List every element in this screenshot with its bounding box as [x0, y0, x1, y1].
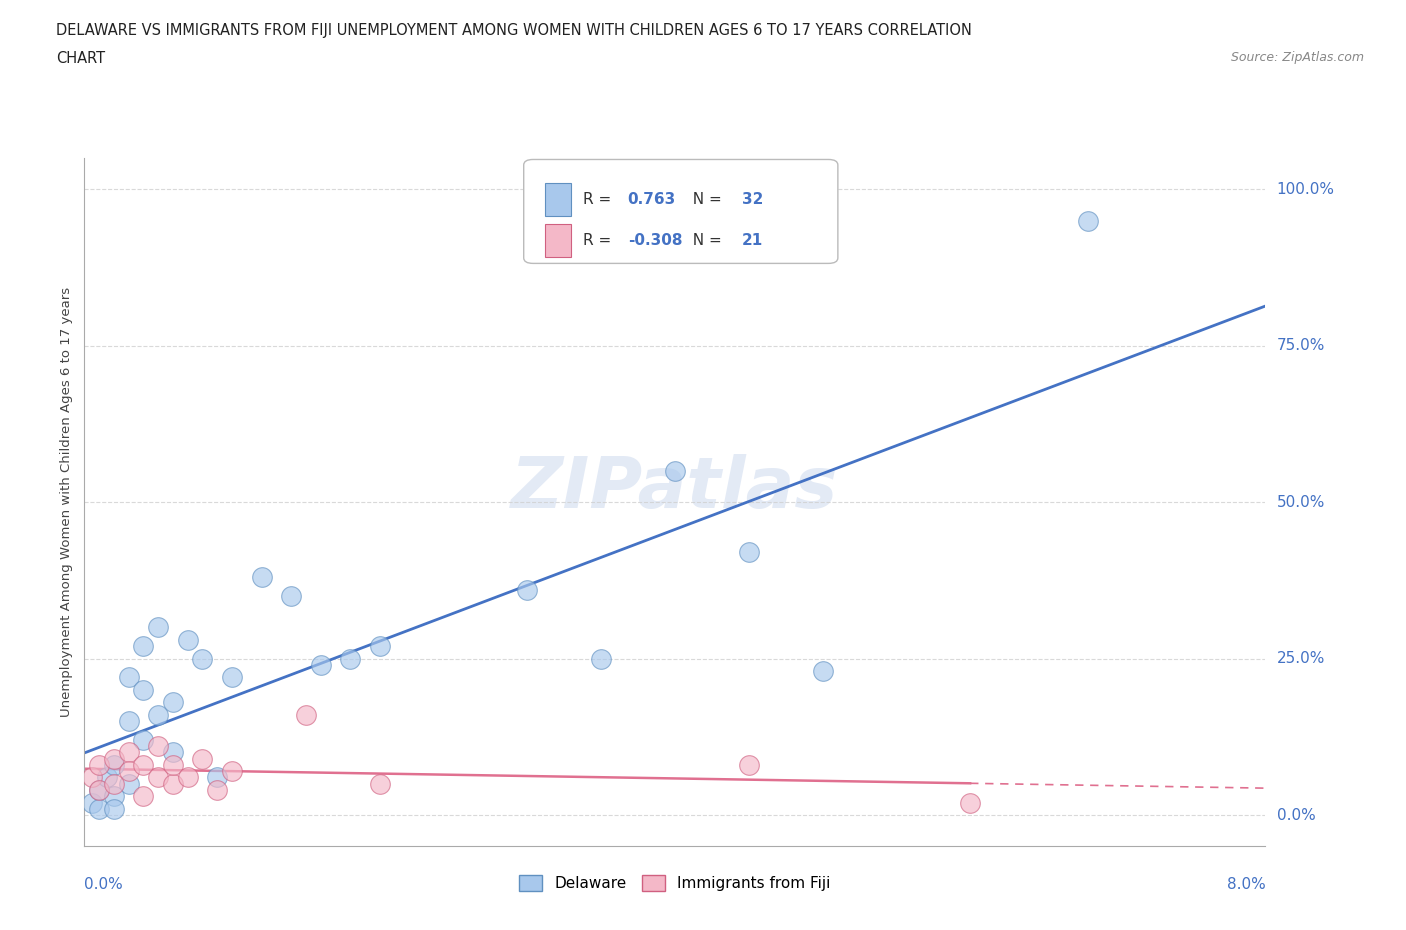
- Text: 8.0%: 8.0%: [1226, 877, 1265, 892]
- Point: [591, 651, 613, 666]
- Point: [118, 764, 141, 778]
- Text: 0.0%: 0.0%: [84, 877, 124, 892]
- Point: [516, 582, 538, 597]
- Text: Source: ZipAtlas.com: Source: ZipAtlas.com: [1230, 51, 1364, 64]
- Point: [1077, 213, 1099, 228]
- Point: [132, 733, 155, 748]
- Point: [132, 683, 155, 698]
- Point: [80, 795, 103, 810]
- Text: N =: N =: [683, 192, 727, 206]
- Text: 0.763: 0.763: [627, 192, 676, 206]
- Y-axis label: Unemployment Among Women with Children Ages 6 to 17 years: Unemployment Among Women with Children A…: [60, 287, 73, 717]
- Point: [205, 782, 228, 797]
- Text: 50.0%: 50.0%: [1277, 495, 1324, 510]
- Legend: Delaware, Immigrants from Fiji: Delaware, Immigrants from Fiji: [513, 869, 837, 897]
- Text: 25.0%: 25.0%: [1277, 651, 1324, 666]
- Point: [664, 463, 686, 478]
- Text: 100.0%: 100.0%: [1277, 182, 1334, 197]
- Point: [118, 745, 141, 760]
- Point: [280, 589, 302, 604]
- Point: [339, 651, 361, 666]
- Point: [221, 670, 243, 684]
- Text: 75.0%: 75.0%: [1277, 339, 1324, 353]
- Point: [87, 758, 111, 773]
- Point: [103, 777, 125, 791]
- Text: R =: R =: [582, 233, 616, 248]
- Point: [368, 777, 391, 791]
- Point: [87, 782, 111, 797]
- Text: 32: 32: [742, 192, 763, 206]
- FancyBboxPatch shape: [546, 183, 571, 216]
- Text: DELAWARE VS IMMIGRANTS FROM FIJI UNEMPLOYMENT AMONG WOMEN WITH CHILDREN AGES 6 T: DELAWARE VS IMMIGRANTS FROM FIJI UNEMPLO…: [56, 23, 972, 38]
- Point: [118, 670, 141, 684]
- Point: [132, 639, 155, 654]
- Point: [250, 570, 273, 585]
- Point: [959, 795, 981, 810]
- Point: [177, 632, 200, 647]
- Point: [148, 738, 170, 753]
- Point: [103, 802, 125, 817]
- Point: [162, 758, 184, 773]
- Text: CHART: CHART: [56, 51, 105, 66]
- Point: [737, 758, 759, 773]
- Text: N =: N =: [683, 233, 727, 248]
- Point: [103, 751, 125, 766]
- FancyBboxPatch shape: [523, 159, 838, 263]
- Point: [148, 770, 170, 785]
- Point: [191, 651, 214, 666]
- Text: ZIPatlas: ZIPatlas: [512, 454, 838, 523]
- Point: [191, 751, 214, 766]
- Point: [162, 695, 184, 710]
- Point: [205, 770, 228, 785]
- Text: -0.308: -0.308: [627, 233, 682, 248]
- Point: [309, 658, 332, 672]
- Point: [162, 777, 184, 791]
- Point: [80, 770, 103, 785]
- Point: [148, 708, 170, 723]
- Point: [148, 620, 170, 635]
- Point: [132, 789, 155, 804]
- Point: [368, 639, 391, 654]
- Point: [87, 802, 111, 817]
- Point: [87, 782, 111, 797]
- Point: [221, 764, 243, 778]
- Point: [737, 545, 759, 560]
- Text: 21: 21: [742, 233, 763, 248]
- Point: [118, 713, 141, 728]
- Point: [177, 770, 200, 785]
- FancyBboxPatch shape: [546, 224, 571, 258]
- Point: [811, 664, 834, 679]
- Point: [96, 770, 118, 785]
- Point: [103, 789, 125, 804]
- Point: [295, 708, 318, 723]
- Point: [118, 777, 141, 791]
- Text: R =: R =: [582, 192, 616, 206]
- Point: [162, 745, 184, 760]
- Point: [132, 758, 155, 773]
- Text: 0.0%: 0.0%: [1277, 807, 1315, 822]
- Point: [103, 758, 125, 773]
